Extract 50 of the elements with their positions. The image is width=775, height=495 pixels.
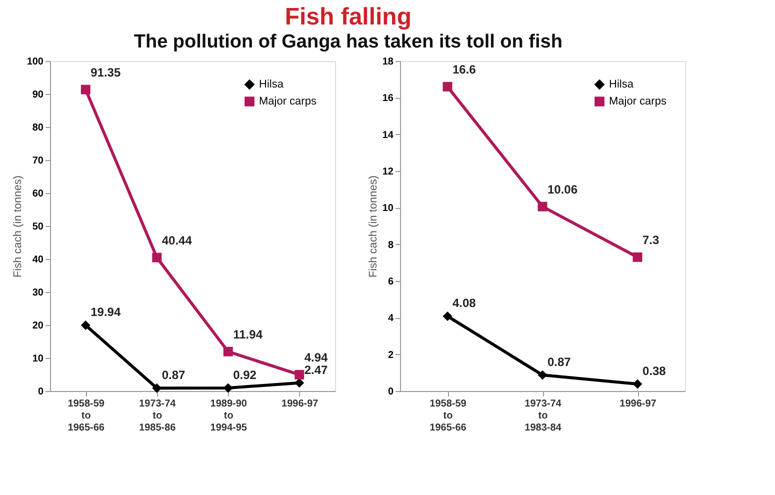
data-label: 16.6 (452, 62, 476, 77)
legend-label: Hilsa (609, 78, 634, 90)
data-label: 40.44 (162, 234, 192, 248)
y-axis-title: Fish cach (in tonnes) (12, 175, 24, 278)
data-label: 2.47 (304, 362, 328, 377)
legend-label: Major carps (259, 96, 317, 108)
data-label: 4.08 (452, 296, 476, 310)
x-tick-label: 1996-97 (282, 398, 319, 410)
y-tick-label: 30 (32, 288, 44, 298)
y-axis-title: Fish cach (in tonnes) (367, 175, 380, 278)
y-tick-label: 80 (32, 122, 44, 134)
y-tick-label: 0 (388, 386, 394, 398)
y-tick-label: 0 (38, 386, 44, 398)
y-tick-label: 60 (32, 188, 44, 200)
x-tick-label: 1958-59 to 1965-66 (430, 398, 467, 434)
y-tick-label: 50 (32, 222, 44, 232)
x-tick-label: 1973-74 to 1983-84 (524, 398, 562, 434)
chart-title: Fish falling (284, 4, 412, 30)
data-label: 19.94 (90, 305, 121, 320)
y-tick-label: 100 (26, 56, 44, 68)
y-tick-label: 18 (382, 56, 394, 68)
y-tick-label: 10 (382, 203, 394, 214)
x-tick-label: 1996-97 (620, 398, 657, 410)
data-label: 4.94 (304, 350, 328, 365)
y-tick-label: 12 (382, 166, 394, 178)
y-tick-label: 6 (388, 276, 394, 288)
x-tick-label: 1973-74 to 1985-86 (139, 398, 176, 434)
legend-label: Major carps (609, 96, 667, 108)
data-label: 0.87 (162, 368, 186, 382)
y-tick-label: 16 (382, 93, 394, 104)
data-label: 91.35 (90, 66, 121, 80)
y-tick-label: 2 (388, 350, 394, 361)
x-tick-label: 1958-59 to 1965-66 (68, 398, 105, 434)
x-tick-label: 1989-90 to 1994-95 (210, 398, 248, 434)
data-label: 11.94 (233, 328, 263, 342)
y-tick-label: 40 (32, 254, 44, 266)
y-tick-label: 20 (32, 320, 44, 332)
y-tick-label: 10 (32, 354, 44, 364)
data-label: 0.38 (642, 364, 666, 378)
data-label: 7.3 (642, 233, 660, 248)
data-label: 10.06 (548, 182, 578, 197)
y-tick-label: 4 (388, 313, 394, 324)
y-tick-label: 90 (32, 90, 44, 100)
chart-subtitle: The pollution of Ganga has taken its toll on fish (134, 32, 562, 52)
data-label: 0.87 (548, 355, 572, 370)
y-tick-label: 8 (388, 240, 394, 251)
legend-label: Hilsa (259, 78, 284, 90)
data-label: 0.92 (233, 368, 257, 382)
y-tick-label: 70 (32, 156, 44, 166)
y-tick-label: 14 (382, 130, 394, 141)
